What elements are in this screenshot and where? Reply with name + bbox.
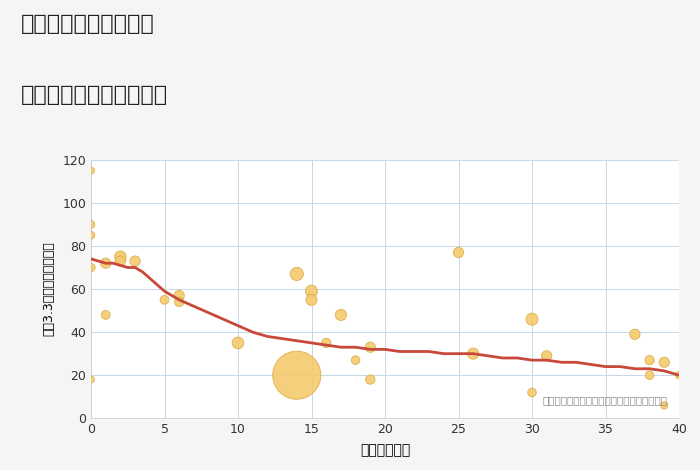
Point — [85, 264, 97, 271]
Point — [659, 359, 670, 366]
Point — [159, 296, 170, 304]
X-axis label: 築年数（年）: 築年数（年） — [360, 443, 410, 457]
Y-axis label: 坪（3.3㎡）単価（万円）: 坪（3.3㎡）単価（万円） — [42, 242, 55, 337]
Point — [306, 288, 317, 295]
Point — [453, 249, 464, 256]
Point — [130, 257, 141, 265]
Point — [526, 315, 538, 323]
Text: 築年数別中古戸建て価格: 築年数別中古戸建て価格 — [21, 85, 168, 105]
Point — [350, 356, 361, 364]
Point — [335, 311, 346, 319]
Point — [541, 352, 552, 360]
Point — [85, 221, 97, 228]
Point — [468, 350, 479, 357]
Point — [115, 257, 126, 265]
Point — [644, 356, 655, 364]
Point — [85, 167, 97, 174]
Point — [673, 371, 685, 379]
Point — [365, 344, 376, 351]
Point — [644, 371, 655, 379]
Point — [306, 296, 317, 304]
Point — [115, 253, 126, 260]
Point — [321, 339, 332, 347]
Point — [291, 371, 302, 379]
Text: 三重県鈴鹿市三宅町の: 三重県鈴鹿市三宅町の — [21, 14, 155, 34]
Point — [174, 298, 185, 306]
Point — [365, 376, 376, 384]
Point — [659, 401, 670, 409]
Point — [174, 292, 185, 299]
Point — [85, 376, 97, 384]
Point — [100, 259, 111, 267]
Point — [100, 311, 111, 319]
Point — [629, 330, 641, 338]
Text: 円の大きさは、取引のあった物件面積を示す: 円の大きさは、取引のあった物件面積を示す — [542, 395, 667, 405]
Point — [291, 270, 302, 278]
Point — [232, 339, 244, 347]
Point — [85, 231, 97, 239]
Point — [526, 389, 538, 396]
